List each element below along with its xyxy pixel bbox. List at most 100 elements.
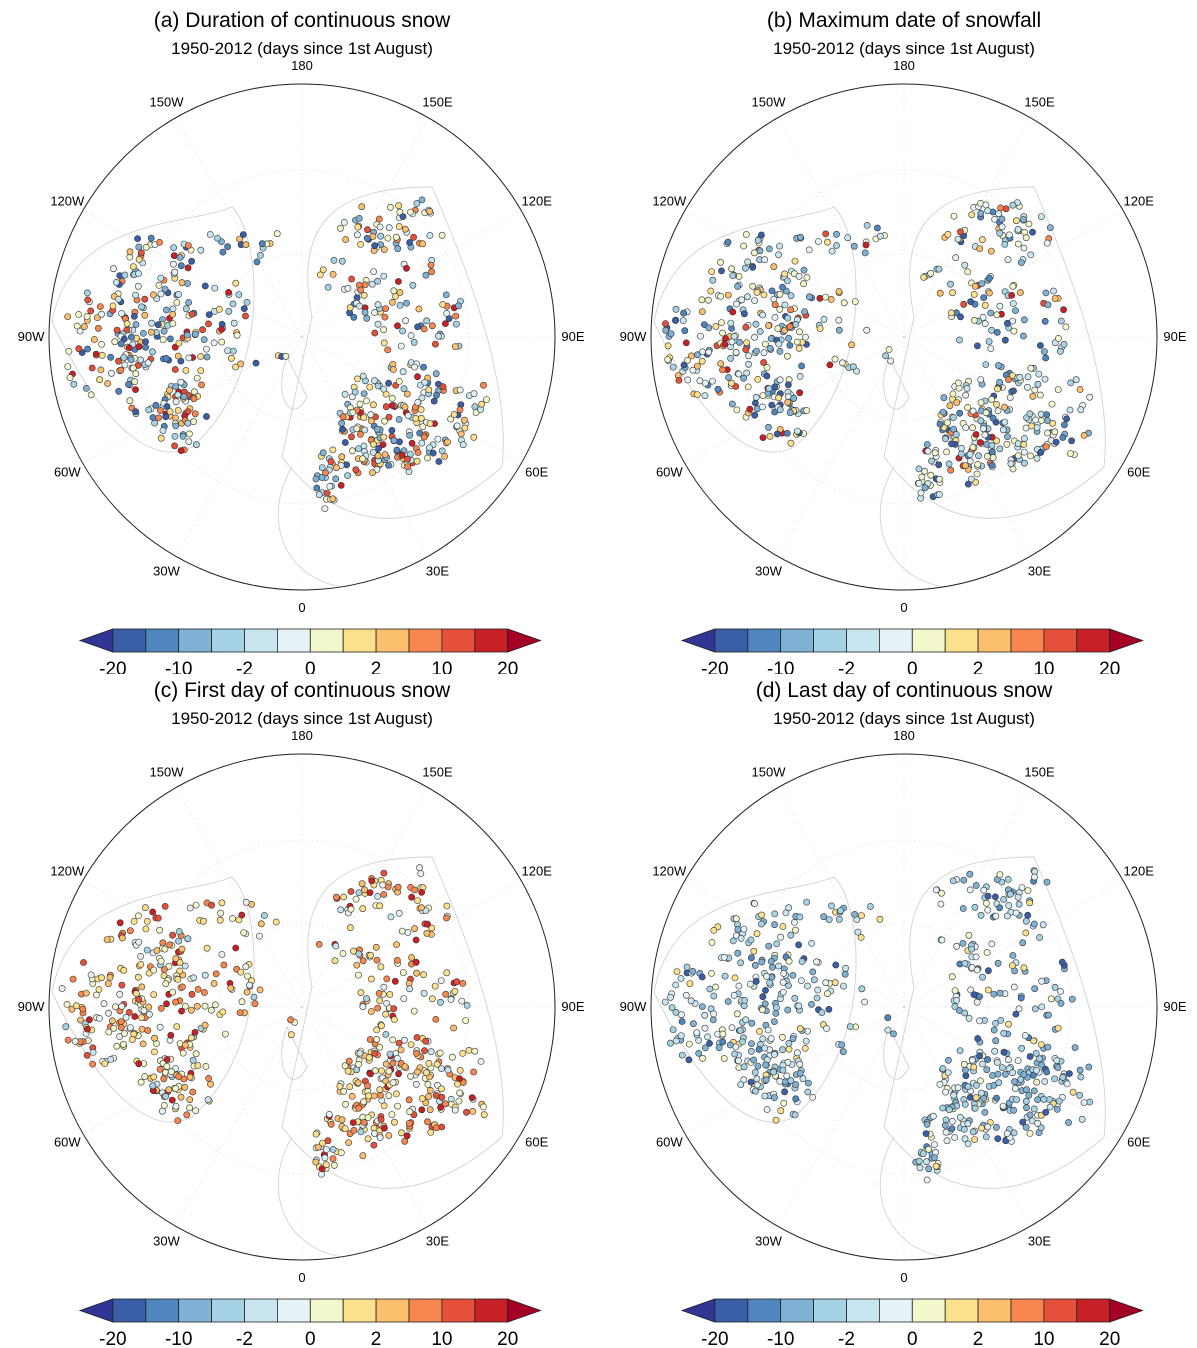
station-dot: [961, 462, 969, 469]
station-dot: [374, 320, 382, 328]
station-dot: [706, 985, 714, 993]
station-dot: [418, 439, 426, 447]
station-dot: [189, 1056, 197, 1064]
station-dot: [1037, 1124, 1045, 1132]
station-dot: [471, 1047, 479, 1055]
station-dot: [398, 451, 406, 459]
station-dot: [407, 332, 415, 339]
station-dot: [1000, 1029, 1008, 1037]
station-dot: [952, 431, 960, 438]
station-dot: [361, 281, 369, 289]
station-dot: [725, 374, 732, 381]
station-dot: [927, 269, 935, 277]
station-dot: [417, 406, 425, 413]
station-dot: [390, 1005, 398, 1012]
station-dot: [936, 289, 944, 297]
station-dot: [79, 1005, 87, 1013]
station-dot: [171, 343, 179, 351]
station-dot: [798, 958, 806, 965]
station-dot: [420, 433, 428, 441]
station-dot: [161, 902, 169, 910]
station-dot: [985, 289, 993, 297]
station-dot: [391, 1118, 398, 1126]
station-dot: [229, 300, 237, 308]
station-dot: [363, 995, 370, 1003]
station-dot: [345, 1139, 352, 1146]
station-dot: [342, 1100, 349, 1108]
station-dot: [977, 417, 985, 425]
station-dot: [959, 939, 967, 947]
station-dot: [961, 959, 969, 967]
station-dot: [760, 359, 767, 366]
station-dot: [752, 320, 760, 328]
station-dot: [1003, 1130, 1011, 1137]
station-dot: [938, 936, 946, 944]
station-dot: [432, 1015, 440, 1023]
station-dot: [369, 440, 377, 448]
station-dot: [198, 381, 205, 389]
station-dot: [459, 1049, 467, 1057]
station-dot: [942, 1088, 949, 1096]
station-dot: [982, 361, 990, 368]
station-dot: [117, 1024, 125, 1031]
station-dot: [192, 441, 200, 449]
station-dot: [436, 1049, 444, 1057]
station-dot: [135, 343, 143, 351]
station-dot: [804, 982, 811, 990]
station-dot: [395, 377, 403, 385]
station-dot: [717, 360, 725, 367]
station-dot: [319, 449, 327, 457]
station-dot: [753, 347, 760, 355]
station-dot: [996, 378, 1003, 386]
station-dot: [1032, 1066, 1040, 1074]
station-dot: [667, 993, 674, 1001]
station-dot: [991, 893, 999, 901]
station-dot: [428, 268, 435, 276]
station-dot: [981, 320, 989, 328]
station-dot: [784, 381, 792, 389]
station-dot: [95, 986, 103, 993]
station-dot: [783, 1072, 791, 1080]
station-dot: [431, 340, 439, 348]
station-dot: [684, 356, 691, 364]
station-dot: [210, 980, 218, 987]
station-dot: [732, 300, 740, 308]
station-dot: [170, 244, 177, 251]
station-dot: [127, 356, 135, 364]
station-dot: [185, 438, 193, 446]
station-dot: [367, 1070, 374, 1078]
station-dot: [132, 408, 139, 416]
station-dot: [148, 319, 156, 327]
station-dot: [410, 1007, 418, 1015]
station-dot: [940, 394, 948, 402]
station-dot: [1001, 418, 1009, 426]
station-dot: [169, 320, 177, 327]
station-dot: [415, 305, 423, 313]
station-dot: [981, 301, 989, 309]
station-dot: [992, 912, 1000, 920]
station-dot: [721, 340, 729, 348]
station-dot: [374, 452, 382, 460]
meridian-line: [82, 210, 303, 338]
station-dot: [172, 955, 180, 962]
station-dot: [142, 925, 150, 933]
station-dot: [230, 319, 238, 327]
station-dot: [956, 228, 964, 236]
station-dot: [822, 979, 830, 987]
station-dot: [174, 407, 182, 414]
station-dot: [956, 409, 964, 417]
station-dot: [407, 1041, 415, 1048]
station-dot: [915, 479, 923, 487]
station-dot: [433, 1060, 441, 1068]
station-dot: [413, 200, 421, 207]
station-dot: [1020, 448, 1028, 456]
station-dot: [784, 1006, 792, 1014]
station-dot: [435, 458, 443, 465]
station-dot: [994, 1070, 1002, 1078]
station-dot: [1014, 240, 1022, 248]
longitude-label: 150W: [150, 764, 185, 779]
station-dot: [338, 1116, 346, 1124]
station-dot: [216, 916, 224, 924]
station-dot: [250, 993, 258, 1001]
station-dot: [354, 223, 362, 231]
